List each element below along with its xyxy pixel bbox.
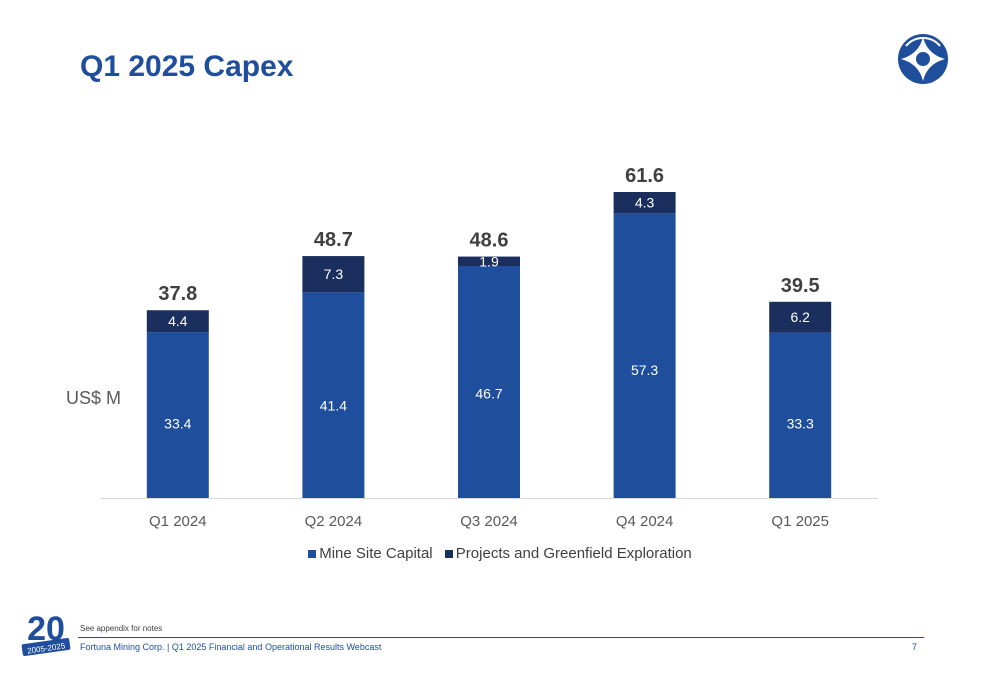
- total-label: 48.7: [314, 229, 353, 251]
- legend-item-mine-site-capital: Mine Site Capital: [308, 545, 433, 562]
- legend-item-projects: Projects and Greenfield Exploration: [444, 545, 692, 562]
- bar-value-label: 33.3: [787, 416, 814, 432]
- legend-label-mine: Mine Site Capital: [319, 545, 433, 562]
- total-label: 37.8: [158, 283, 197, 305]
- bar-projects: [302, 256, 365, 293]
- chart-legend: Mine Site Capital Projects and Greenfiel…: [0, 545, 1000, 562]
- total-label: 61.6: [625, 165, 664, 187]
- legend-swatch-mine: [308, 550, 317, 559]
- legend-swatch-projects: [444, 550, 453, 559]
- y-unit-label: US$ M: [66, 388, 122, 408]
- bar-value-label: 4.4: [168, 313, 188, 329]
- anniversary-badge-icon: 20 2005-2025: [21, 610, 71, 657]
- x-tick-label: Q3 2024: [460, 513, 518, 530]
- bar-value-label: 6.2: [790, 309, 810, 325]
- bar-value-label: 46.7: [475, 386, 502, 402]
- bar-mine: [769, 332, 832, 498]
- appendix-note: See appendix for notes: [80, 624, 163, 633]
- bar-value-label: 1.9: [479, 254, 499, 270]
- total-label: 39.5: [781, 275, 820, 297]
- bar-projects: [769, 301, 832, 333]
- capex-chart: 33.4 4.4 37.8 Q1 2024 41.4 7.3 48.7 Q2 2024 46.7…: [100, 165, 878, 530]
- x-tick-label: Q1 2025: [771, 513, 829, 530]
- page-number: 7: [912, 642, 918, 652]
- bar-value-label: 33.4: [164, 415, 191, 431]
- footer-divider: [78, 637, 924, 638]
- x-tick-label: Q4 2024: [616, 513, 674, 530]
- legend-label-projects: Projects and Greenfield Exploration: [455, 545, 692, 562]
- bar-value-label: 7.3: [324, 266, 344, 282]
- company-logo-icon: [898, 34, 948, 84]
- bar-projects: [613, 192, 676, 214]
- bar-mine: [613, 213, 676, 498]
- bar-projects: [458, 256, 520, 267]
- bar-projects: [146, 310, 209, 333]
- x-tick-label: Q1 2024: [149, 513, 207, 530]
- page-title: Q1 2025 Capex: [80, 50, 294, 83]
- footer-text: Fortuna Mining Corp. | Q1 2025 Financial…: [80, 642, 382, 652]
- bar-mine: [458, 266, 520, 498]
- bar-value-label: 41.4: [320, 397, 347, 413]
- total-label: 48.6: [470, 230, 509, 252]
- bar-value-label: 57.3: [631, 362, 658, 378]
- bar-value-label: 4.3: [635, 195, 655, 211]
- bar-mine: [302, 292, 365, 498]
- bar-mine: [146, 332, 209, 498]
- x-tick-label: Q2 2024: [305, 513, 363, 530]
